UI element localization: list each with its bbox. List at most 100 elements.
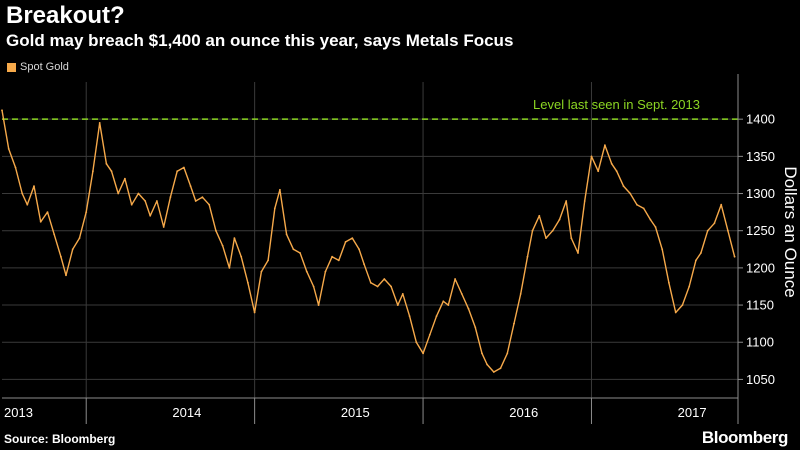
x-tick-label-2013: 2013 bbox=[4, 405, 33, 420]
data-point-39 bbox=[253, 311, 256, 314]
y-tick-label-1300: 1300 bbox=[746, 186, 775, 201]
data-point-109 bbox=[706, 229, 709, 232]
reference-layer: Level last seen in Sept. 2013 bbox=[2, 97, 738, 120]
data-point-51 bbox=[331, 255, 333, 258]
data-point-106 bbox=[688, 285, 691, 288]
data-point-1 bbox=[7, 148, 10, 150]
data-point-63 bbox=[408, 315, 411, 318]
data-point-66 bbox=[428, 333, 431, 336]
data-point-54 bbox=[351, 237, 354, 240]
data-point-16 bbox=[105, 162, 108, 165]
data-point-13 bbox=[85, 211, 88, 214]
data-point-111 bbox=[720, 203, 723, 206]
legend: Spot Gold bbox=[7, 59, 69, 75]
data-point-35 bbox=[228, 267, 231, 269]
data-point-10 bbox=[65, 274, 67, 277]
data-point-28 bbox=[183, 166, 185, 169]
data-point-96 bbox=[622, 185, 625, 188]
data-point-84 bbox=[545, 237, 547, 240]
data-point-107 bbox=[695, 259, 697, 262]
data-point-25 bbox=[162, 226, 165, 228]
data-point-45 bbox=[292, 248, 295, 251]
y-tick-label-1200: 1200 bbox=[746, 260, 775, 275]
data-point-65 bbox=[422, 352, 424, 355]
data-point-87 bbox=[565, 200, 568, 202]
x-tick-label-2017: 2017 bbox=[678, 405, 707, 420]
data-point-88 bbox=[570, 237, 573, 240]
data-point-90 bbox=[583, 200, 586, 202]
y-tick-label-1350: 1350 bbox=[746, 149, 775, 164]
data-point-49 bbox=[317, 304, 320, 306]
data-point-48 bbox=[312, 285, 315, 288]
data-point-11 bbox=[71, 248, 74, 251]
data-point-14 bbox=[92, 170, 94, 173]
data-point-69 bbox=[447, 304, 450, 306]
data-point-100 bbox=[649, 218, 652, 221]
data-point-91 bbox=[590, 155, 593, 158]
data-point-94 bbox=[610, 162, 613, 165]
data-point-34 bbox=[221, 244, 224, 247]
data-point-113 bbox=[733, 255, 736, 258]
bloomberg-logo: Bloomberg bbox=[701, 428, 789, 447]
data-point-38 bbox=[247, 281, 249, 284]
data-point-68 bbox=[442, 300, 445, 303]
data-point-21 bbox=[137, 192, 140, 195]
data-point-8 bbox=[53, 233, 56, 236]
data-point-72 bbox=[467, 307, 470, 310]
data-point-67 bbox=[435, 315, 438, 318]
data-point-15 bbox=[98, 122, 101, 124]
data-point-110 bbox=[713, 222, 716, 225]
data-point-24 bbox=[156, 200, 158, 202]
series-layer bbox=[1, 109, 736, 373]
data-point-32 bbox=[208, 203, 211, 206]
legend-label-spot-gold: Spot Gold bbox=[20, 61, 69, 73]
x-tick-label-2015: 2015 bbox=[341, 405, 370, 420]
data-point-103 bbox=[668, 281, 670, 284]
data-point-93 bbox=[604, 144, 606, 147]
data-point-56 bbox=[363, 263, 365, 266]
data-point-92 bbox=[597, 170, 600, 173]
data-point-12 bbox=[78, 237, 81, 240]
data-point-46 bbox=[299, 252, 301, 254]
data-point-95 bbox=[615, 170, 618, 173]
y-tick-label-1050: 1050 bbox=[746, 372, 775, 387]
data-point-77 bbox=[499, 367, 502, 370]
data-point-76 bbox=[492, 371, 495, 373]
y-tick-label-1400: 1400 bbox=[746, 112, 775, 127]
data-point-44 bbox=[285, 233, 288, 236]
data-point-62 bbox=[401, 293, 404, 295]
data-point-41 bbox=[267, 259, 269, 262]
data-point-19 bbox=[124, 177, 126, 180]
data-point-78 bbox=[506, 352, 509, 355]
data-point-97 bbox=[629, 192, 632, 195]
data-point-80 bbox=[519, 293, 522, 295]
data-point-4 bbox=[26, 203, 29, 206]
data-point-86 bbox=[558, 218, 561, 221]
data-point-58 bbox=[376, 285, 379, 288]
data-point-37 bbox=[240, 255, 243, 258]
axis-layer: 1050 1100 1150 1200 1250 1300 1350 1400 2013 2014… bbox=[2, 74, 800, 424]
data-point-27 bbox=[176, 170, 179, 173]
data-point-57 bbox=[369, 281, 372, 284]
data-point-53 bbox=[344, 241, 347, 243]
data-point-59 bbox=[383, 278, 386, 280]
y-tick-label-1100: 1100 bbox=[746, 335, 774, 350]
data-point-33 bbox=[215, 229, 217, 232]
data-point-43 bbox=[279, 188, 281, 191]
data-point-3 bbox=[21, 192, 24, 195]
data-point-75 bbox=[486, 363, 488, 366]
data-point-104 bbox=[674, 311, 677, 314]
x-tick-label-2016: 2016 bbox=[509, 405, 538, 420]
data-point-101 bbox=[654, 226, 657, 228]
data-point-26 bbox=[169, 196, 172, 199]
data-point-30 bbox=[194, 200, 197, 202]
chart-subtitle: Gold may breach $1,400 an ounce this yea… bbox=[6, 31, 514, 50]
data-point-89 bbox=[577, 252, 579, 254]
data-point-70 bbox=[454, 278, 456, 280]
data-point-102 bbox=[661, 248, 664, 251]
data-point-31 bbox=[201, 196, 204, 199]
data-point-64 bbox=[415, 341, 418, 344]
data-point-22 bbox=[144, 200, 147, 202]
data-point-82 bbox=[531, 229, 534, 232]
